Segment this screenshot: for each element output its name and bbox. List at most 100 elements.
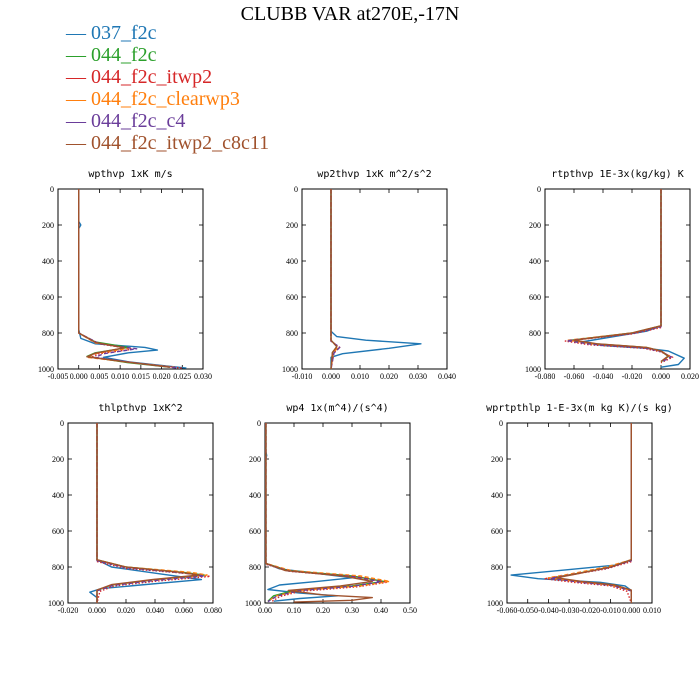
y-tick-label: 600 [529, 293, 541, 302]
y-tick-label: 1000 [487, 599, 503, 608]
chart-panel: wp2thvp 1xK m^2/s^2 0 200 400 600 800 1000-0.0… [282, 169, 456, 381]
x-tick-label: 0.010 [111, 372, 129, 381]
y-tick-label: 1000 [48, 599, 64, 608]
x-tick-label: -0.010 [600, 606, 621, 615]
y-tick-label: 200 [42, 221, 54, 230]
x-tick-label: -0.020 [58, 606, 79, 615]
x-tick-label: -0.020 [580, 606, 601, 615]
y-tick-label: 1000 [245, 599, 261, 608]
x-tick-label: 0.010 [643, 606, 661, 615]
x-tick-label: -0.005 [48, 372, 69, 381]
legend-item: — 044_f2c_itwp2_c8c11 [66, 132, 270, 154]
y-tick-label: 1000 [525, 365, 541, 374]
series-line [510, 423, 632, 603]
x-tick-label: -0.030 [559, 606, 580, 615]
x-tick-label: -0.040 [593, 372, 614, 381]
y-tick-label: 400 [491, 491, 503, 500]
x-tick-label: 0.20 [316, 606, 330, 615]
chart-panel: rtpthvp 1E-3x(kg/kg) K02004006008001000-… [525, 169, 699, 381]
plot-frame [264, 422, 411, 604]
x-tick-label: 0.000 [652, 372, 670, 381]
x-tick-label: 0.060 [175, 606, 193, 615]
y-tick-label: 0 [499, 419, 503, 428]
series-line [96, 423, 200, 603]
y-tick-label: 600 [286, 293, 298, 302]
y-tick-label: 600 [42, 293, 54, 302]
y-tick-label: 600 [491, 527, 503, 536]
x-tick-label: 0.030 [194, 372, 212, 381]
y-tick-label: 0 [537, 185, 541, 194]
x-tick-label: 0.020 [681, 372, 699, 381]
y-tick-label: 0 [294, 185, 298, 194]
x-tick-label: -0.020 [622, 372, 643, 381]
chart-panel: wprtpthlp 1-E-3x(m kg K)/(s kg) 0 200 400 60… [486, 403, 673, 615]
x-tick-label: 0.10 [287, 606, 301, 615]
x-tick-label: 0.020 [153, 372, 171, 381]
x-tick-label: 0.030 [409, 372, 427, 381]
x-tick-label: 0.000 [322, 372, 340, 381]
y-tick-label: 800 [491, 563, 503, 572]
series-line [573, 189, 669, 362]
y-tick-label: 200 [249, 455, 261, 464]
legend-item: — 044_f2c_itwp2 [66, 66, 213, 88]
x-tick-label: 0.015 [132, 372, 150, 381]
series-line [330, 189, 338, 370]
x-tick-label: -0.050 [517, 606, 538, 615]
y-tick-label: 400 [529, 257, 541, 266]
y-tick-label: 1000 [282, 365, 298, 374]
y-tick-label: 200 [491, 455, 503, 464]
y-tick-label: 1000 [38, 365, 54, 374]
x-tick-label: 0.040 [146, 606, 164, 615]
panel-title: thlpthvp 1xK^2 [98, 403, 182, 414]
y-tick-label: 0 [50, 185, 54, 194]
series-line [77, 189, 170, 368]
legend-item: — 044_f2c [66, 44, 157, 66]
y-tick-label: 200 [286, 221, 298, 230]
legend-item: — 044_f2c_c4 [66, 110, 186, 132]
x-tick-label: 0.005 [90, 372, 108, 381]
series-line [330, 189, 422, 369]
chart-panel: thlpthvp 1xK^2 0 200 400 600 800 1000-0.020 0.0… [48, 403, 222, 615]
x-tick-label: 0.000 [88, 606, 106, 615]
y-tick-label: 800 [286, 329, 298, 338]
y-tick-label: 200 [52, 455, 64, 464]
page-title: CLUBB VAR at270E,-17N [240, 3, 460, 25]
plot-frame [67, 422, 214, 604]
y-tick-label: 800 [249, 563, 261, 572]
series-line [265, 423, 391, 602]
plot-frame [301, 188, 448, 370]
x-tick-label: -0.060 [564, 372, 585, 381]
y-tick-label: 600 [249, 527, 261, 536]
legend-item: — 037_f2c [66, 22, 157, 44]
x-tick-label: 0.010 [351, 372, 369, 381]
plot-frame [57, 188, 204, 370]
series-line [96, 423, 211, 604]
plot-frame [506, 422, 653, 604]
legend: — 037_f2c — 044_f2c — 044_f2c_itwp2 — 044_f… [66, 22, 269, 154]
series-line [564, 189, 674, 364]
x-tick-label: 0.000 [622, 606, 640, 615]
y-tick-label: 400 [286, 257, 298, 266]
x-tick-label: -0.080 [535, 372, 556, 381]
panel-title: wprtpthlp 1-E-3x(m kg K)/(s kg) [486, 403, 673, 414]
y-tick-label: 200 [529, 221, 541, 230]
y-tick-label: 800 [42, 329, 54, 338]
y-tick-label: 800 [529, 329, 541, 338]
x-tick-label: 0.040 [438, 372, 456, 381]
x-tick-label: 0.30 [345, 606, 359, 615]
x-tick-label: 0.080 [204, 606, 222, 615]
series-line [556, 423, 632, 603]
series-line [580, 189, 685, 368]
series-line [265, 423, 373, 603]
x-tick-label: 0.40 [374, 606, 388, 615]
panel-title: wpthvp 1xK m/s [88, 169, 172, 180]
x-tick-label: 0.000 [70, 372, 88, 381]
x-tick-label: -0.040 [538, 606, 559, 615]
x-tick-label: -0.060 [497, 606, 518, 615]
y-tick-label: 800 [52, 563, 64, 572]
y-tick-label: 0 [60, 419, 64, 428]
panel-title: wp4 1x(m^4)/(s^4) [286, 403, 388, 414]
